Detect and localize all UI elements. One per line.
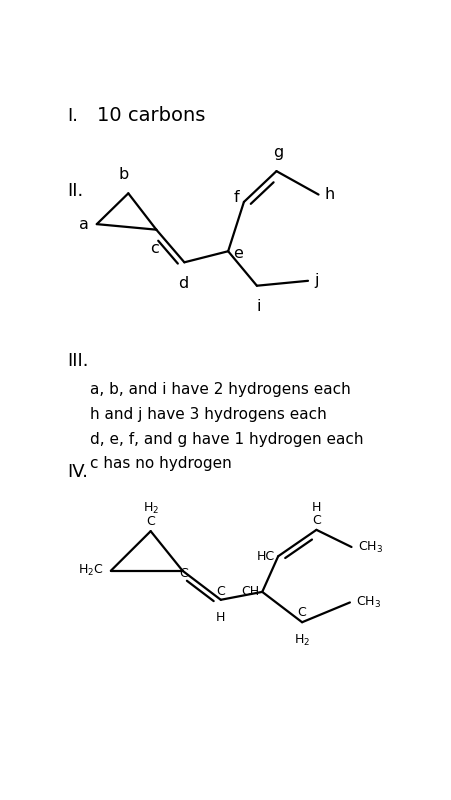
Text: H: H <box>216 611 225 624</box>
Text: h and j have 3 hydrogens each: h and j have 3 hydrogens each <box>90 407 326 422</box>
Text: b: b <box>119 167 129 182</box>
Text: i: i <box>255 299 260 314</box>
Text: H: H <box>311 502 320 514</box>
Text: HC: HC <box>256 550 274 562</box>
Text: H$_2$: H$_2$ <box>294 634 309 649</box>
Text: j: j <box>313 274 318 288</box>
Text: c: c <box>150 241 159 256</box>
Text: a, b, and i have 2 hydrogens each: a, b, and i have 2 hydrogens each <box>90 382 350 398</box>
Text: II.: II. <box>67 182 83 201</box>
Text: CH$_3$: CH$_3$ <box>357 539 382 554</box>
Text: 10 carbons: 10 carbons <box>97 106 205 126</box>
Text: C: C <box>311 514 320 526</box>
Text: C: C <box>216 585 225 598</box>
Text: H$_2$C: H$_2$C <box>78 563 103 578</box>
Text: C: C <box>146 515 155 528</box>
Text: f: f <box>233 190 239 205</box>
Text: d: d <box>178 276 189 291</box>
Text: I.: I. <box>67 106 78 125</box>
Text: III.: III. <box>67 352 88 370</box>
Text: CH: CH <box>241 586 259 598</box>
Text: a: a <box>79 217 89 232</box>
Text: g: g <box>273 145 283 160</box>
Text: C: C <box>179 566 188 580</box>
Text: h: h <box>324 187 334 202</box>
Text: CH$_3$: CH$_3$ <box>355 595 381 610</box>
Text: C: C <box>297 606 306 619</box>
Text: c has no hydrogen: c has no hydrogen <box>90 456 231 471</box>
Text: d, e, f, and g have 1 hydrogen each: d, e, f, and g have 1 hydrogen each <box>90 432 363 446</box>
Text: e: e <box>233 246 243 261</box>
Text: IV.: IV. <box>67 462 88 481</box>
Text: H$_2$: H$_2$ <box>143 501 158 516</box>
